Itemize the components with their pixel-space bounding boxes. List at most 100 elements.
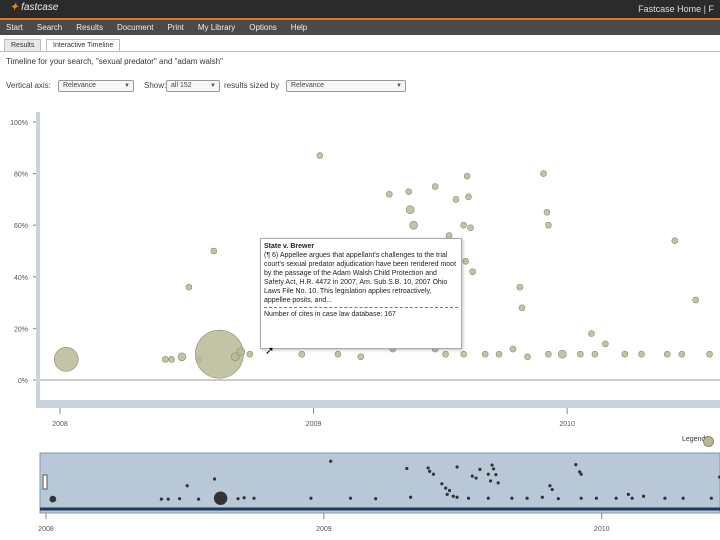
case-bubble[interactable] xyxy=(185,283,193,291)
case-bubble[interactable] xyxy=(706,350,713,358)
navigator-point xyxy=(574,463,578,467)
case-bubble[interactable] xyxy=(168,356,175,363)
case-bubble[interactable] xyxy=(460,350,467,358)
case-bubble[interactable] xyxy=(678,350,686,358)
case-bubble[interactable] xyxy=(334,350,342,358)
top-right-link[interactable]: Fastcase Home | F xyxy=(638,4,714,14)
navigator-point xyxy=(614,496,618,500)
menu-results[interactable]: Results xyxy=(76,23,103,32)
fastcase-logo[interactable]: ✦ fastcase xyxy=(10,2,58,13)
menu-start[interactable]: Start xyxy=(6,23,23,32)
vertical-axis-select[interactable]: Relevance ▼ xyxy=(58,80,134,92)
case-bubble[interactable] xyxy=(671,237,679,244)
x-axis-bar xyxy=(36,400,720,408)
case-bubble[interactable] xyxy=(298,350,306,358)
case-bubble[interactable] xyxy=(509,345,517,353)
navigator-point xyxy=(447,488,452,493)
case-bubble[interactable] xyxy=(467,224,474,232)
navigator-point xyxy=(630,496,634,500)
show-select[interactable]: all 152 ▼ xyxy=(166,80,220,92)
show-value: all 152 xyxy=(171,82,192,89)
case-bubble[interactable] xyxy=(405,188,413,195)
size-value: Relevance xyxy=(291,82,325,89)
navigator-point xyxy=(196,497,201,501)
navigator-tick-label: 2009 xyxy=(316,526,332,533)
menu-help[interactable]: Help xyxy=(290,23,308,32)
legend-label[interactable]: Legend xyxy=(682,436,706,443)
menu-document[interactable]: Document xyxy=(116,23,154,32)
case-bubble[interactable] xyxy=(465,193,472,201)
case-bubble[interactable] xyxy=(638,350,645,358)
case-bubble[interactable] xyxy=(495,350,503,358)
menu-search[interactable]: Search xyxy=(36,23,63,32)
case-bubble[interactable] xyxy=(543,209,551,216)
tab-results[interactable]: Results xyxy=(4,39,42,51)
navigator-point xyxy=(405,466,409,471)
case-bubble[interactable] xyxy=(545,221,552,229)
navigator-point xyxy=(213,491,228,505)
case-bubble[interactable] xyxy=(53,347,79,372)
navigator-point xyxy=(329,459,333,463)
case-bubble[interactable] xyxy=(481,350,489,358)
navigator-point xyxy=(451,494,455,498)
logo-mark-icon: ✦ xyxy=(10,2,19,13)
case-bubble[interactable] xyxy=(577,350,584,358)
case-bubble[interactable] xyxy=(316,152,324,159)
case-bubble[interactable] xyxy=(357,353,365,361)
case-bubble[interactable] xyxy=(246,350,254,358)
case-tooltip: State v. Brewer (¶ 6) Appellee argues th… xyxy=(260,238,462,349)
case-bubble[interactable] xyxy=(177,352,187,362)
case-bubble[interactable] xyxy=(663,350,671,358)
case-bubble[interactable] xyxy=(469,268,476,275)
case-bubble[interactable] xyxy=(431,183,439,190)
menu-print[interactable]: Print xyxy=(167,23,184,32)
case-bubble[interactable] xyxy=(210,247,218,255)
menu-options[interactable]: Options xyxy=(249,23,277,32)
case-bubble[interactable] xyxy=(462,258,470,265)
case-bubble[interactable] xyxy=(442,350,449,358)
navigator-tick-label: 2008 xyxy=(38,526,54,533)
top-bar: ✦ fastcase Fastcase Home | F xyxy=(0,0,720,20)
case-bubble[interactable] xyxy=(588,330,595,337)
navigator-point xyxy=(431,472,436,476)
tooltip-title: State v. Brewer xyxy=(264,243,315,250)
navigator-chart[interactable]: 2008 2009 2010 xyxy=(0,445,720,540)
case-bubble[interactable] xyxy=(524,353,531,361)
navigator-point xyxy=(525,496,529,500)
case-bubble[interactable] xyxy=(162,356,169,363)
navigator-left-handle[interactable] xyxy=(42,474,48,490)
navigator-point xyxy=(409,495,413,499)
timeline-title: Timeline for your search, "sexual predat… xyxy=(6,57,223,66)
navigator-point xyxy=(474,476,478,480)
case-bubble[interactable] xyxy=(409,220,418,230)
case-bubble[interactable] xyxy=(591,350,599,358)
case-bubble[interactable] xyxy=(518,304,526,312)
y-ticks: 0% 20% 40% 60% 80% 100% xyxy=(10,120,36,385)
case-bubble[interactable] xyxy=(405,205,415,215)
case-bubble[interactable] xyxy=(545,350,552,358)
case-bubble[interactable] xyxy=(557,349,567,359)
menu-my-library[interactable]: My Library xyxy=(197,23,236,32)
navigator-x-ticks: 2008 2009 2010 xyxy=(38,513,610,533)
case-bubble[interactable] xyxy=(540,170,547,177)
case-bubble[interactable] xyxy=(385,190,393,198)
case-bubble[interactable] xyxy=(236,347,246,356)
case-bubble[interactable] xyxy=(452,196,460,203)
timeline-chart[interactable]: 0% 20% 40% 60% 80% 100% 2008 2009 2010 xyxy=(0,100,720,435)
navigator-point xyxy=(478,467,482,471)
size-select[interactable]: Relevance ▼ xyxy=(286,80,406,92)
vertical-axis-value: Relevance xyxy=(63,82,97,89)
navigator-point xyxy=(490,463,494,467)
case-bubble[interactable] xyxy=(230,352,240,362)
navigator-point xyxy=(579,472,583,476)
tab-interactive-timeline[interactable]: Interactive Timeline xyxy=(46,39,121,51)
navigator-point xyxy=(374,497,378,501)
case-bubble[interactable] xyxy=(602,340,609,348)
navigator-point xyxy=(486,496,490,500)
case-bubble[interactable] xyxy=(460,221,467,229)
navigator-background xyxy=(40,453,720,513)
case-bubble[interactable] xyxy=(692,296,699,304)
case-bubble[interactable] xyxy=(516,283,524,291)
case-bubble[interactable] xyxy=(621,350,629,358)
case-bubble[interactable] xyxy=(463,172,471,180)
